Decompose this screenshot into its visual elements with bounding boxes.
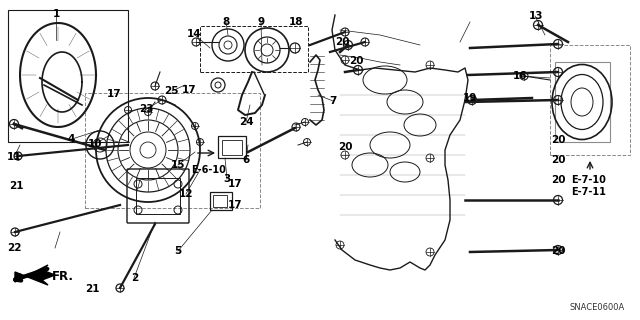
- Text: 11: 11: [7, 152, 21, 162]
- Bar: [8, 10, 128, 142]
- Text: E-7-10: E-7-10: [572, 175, 606, 185]
- Text: 12: 12: [179, 188, 193, 199]
- Text: 21: 21: [9, 180, 23, 191]
- Text: 20: 20: [552, 155, 566, 165]
- Text: 20: 20: [339, 142, 353, 152]
- Text: SNACE0600A: SNACE0600A: [570, 303, 625, 312]
- Text: 17: 17: [107, 89, 121, 100]
- Text: 23: 23: [139, 104, 153, 114]
- Text: 16: 16: [513, 71, 527, 81]
- Bar: [218, 136, 246, 158]
- Text: 2: 2: [131, 273, 138, 284]
- Bar: [550, 45, 630, 155]
- Text: 20: 20: [552, 175, 566, 185]
- Text: 20: 20: [552, 246, 566, 256]
- Bar: [210, 192, 232, 210]
- Bar: [85, 93, 260, 208]
- Text: 18: 18: [289, 17, 303, 28]
- Polygon shape: [15, 265, 55, 285]
- Text: 17: 17: [182, 84, 196, 95]
- Text: 20: 20: [335, 36, 349, 47]
- Text: E-7-11: E-7-11: [572, 187, 606, 197]
- Text: 3: 3: [223, 174, 231, 184]
- Text: 8: 8: [222, 17, 230, 28]
- Text: 9: 9: [257, 17, 265, 28]
- Text: 7: 7: [329, 96, 337, 106]
- Text: 25: 25: [164, 86, 179, 96]
- Text: 10: 10: [88, 139, 102, 149]
- Text: E-6-10: E-6-10: [191, 165, 225, 175]
- Text: 4: 4: [68, 134, 76, 144]
- Text: 5: 5: [174, 246, 182, 256]
- Text: 1: 1: [52, 9, 60, 20]
- Text: 20: 20: [349, 56, 364, 66]
- Text: 15: 15: [171, 160, 185, 170]
- Bar: [200, 26, 308, 72]
- Text: 13: 13: [529, 11, 543, 21]
- Text: FR.: FR.: [52, 269, 74, 283]
- Text: 17: 17: [228, 179, 242, 189]
- Text: 17: 17: [228, 200, 242, 210]
- Text: 19: 19: [463, 92, 477, 103]
- Text: 24: 24: [239, 116, 253, 127]
- Bar: [136, 178, 180, 214]
- Text: 20: 20: [552, 135, 566, 145]
- Bar: [555, 62, 610, 142]
- Bar: [213, 195, 227, 207]
- Text: 22: 22: [7, 243, 21, 253]
- Text: 14: 14: [187, 28, 201, 39]
- Bar: [222, 140, 242, 155]
- Text: 6: 6: [243, 155, 250, 165]
- Text: 21: 21: [86, 284, 100, 294]
